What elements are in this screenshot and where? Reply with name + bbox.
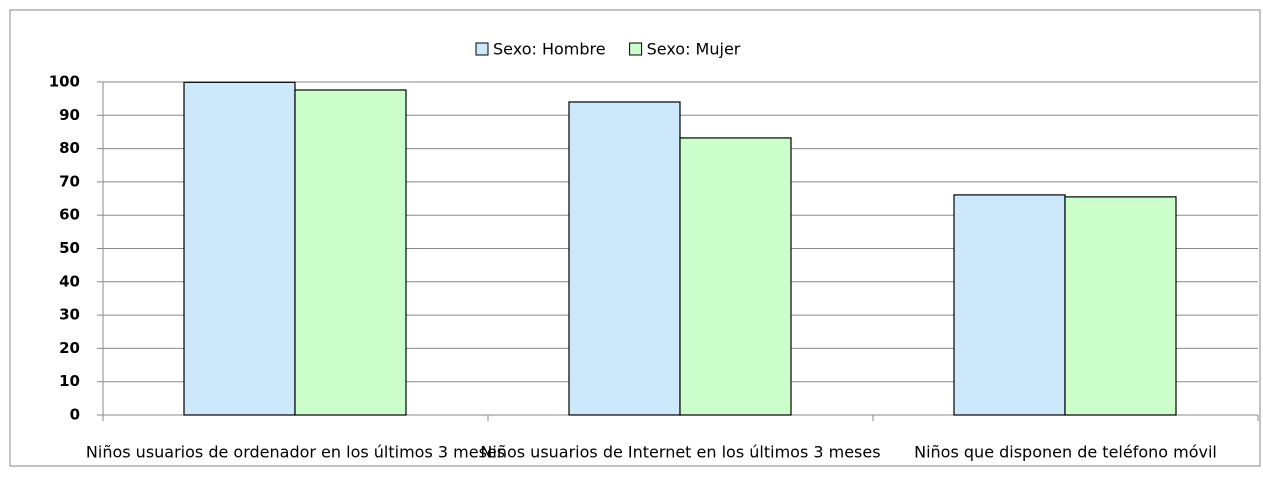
x-tick-label: Niños usuarios de Internet en los último… bbox=[480, 443, 880, 462]
bar bbox=[294, 89, 407, 416]
bar bbox=[568, 101, 681, 416]
y-tick-label: 0 bbox=[70, 406, 80, 424]
y-tick-label: 50 bbox=[59, 239, 80, 257]
y-tick-label: 30 bbox=[59, 306, 80, 324]
legend-swatch bbox=[475, 42, 489, 56]
y-tick-label: 90 bbox=[59, 106, 80, 124]
bar bbox=[183, 81, 296, 416]
x-tick-label: Niños usuarios de ordenador en los últim… bbox=[86, 443, 505, 462]
bar bbox=[953, 194, 1066, 416]
y-tick-label: 70 bbox=[59, 172, 80, 190]
x-tick-label: Niños que disponen de teléfono móvil bbox=[914, 443, 1217, 462]
y-tick-label: 20 bbox=[59, 339, 80, 357]
y-tick-label: 80 bbox=[59, 139, 80, 157]
legend-label: Sexo: Mujer bbox=[647, 40, 741, 59]
y-tick-label: 40 bbox=[59, 272, 80, 290]
y-tick-label: 60 bbox=[59, 206, 80, 224]
y-tick-label: 10 bbox=[59, 372, 80, 390]
bar bbox=[1064, 196, 1177, 416]
legend-swatch bbox=[629, 42, 643, 56]
bar bbox=[679, 137, 792, 416]
y-tick-label: 100 bbox=[49, 73, 80, 91]
legend-label: Sexo: Hombre bbox=[493, 40, 606, 59]
